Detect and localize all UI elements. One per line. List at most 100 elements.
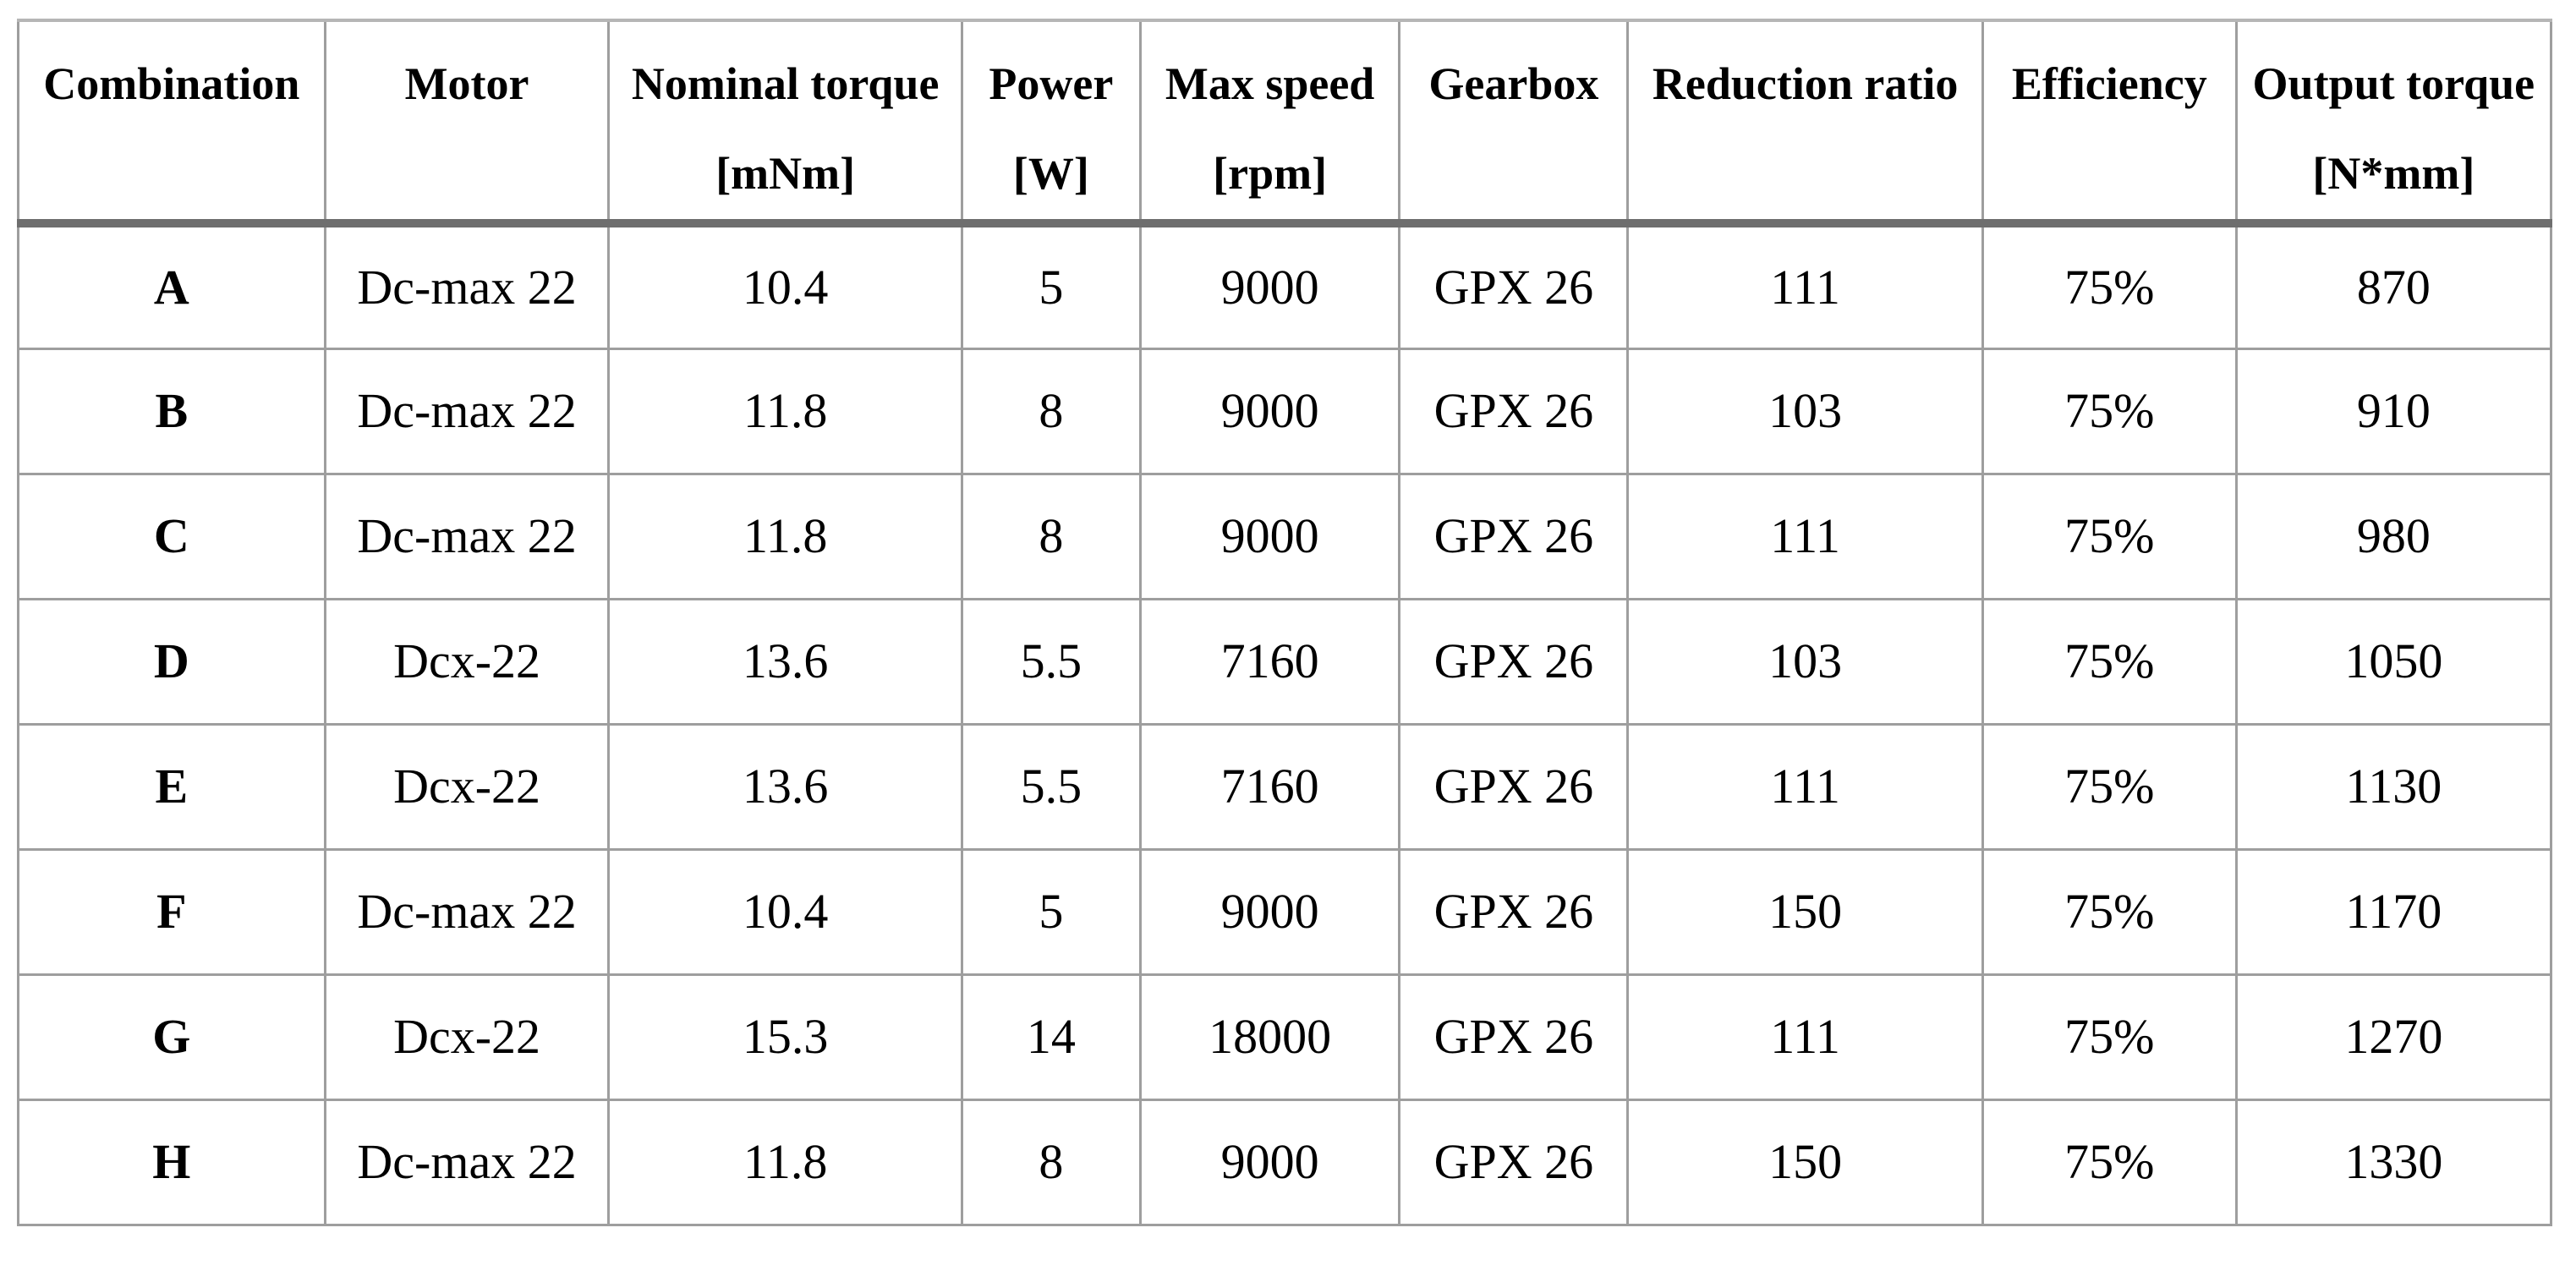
efficiency-cell: 75% — [1981, 1098, 2238, 1226]
efficiency-cell: 75% — [1981, 347, 2238, 475]
combination-cell: E — [17, 722, 326, 851]
max-speed-cell: 9000 — [1138, 222, 1401, 350]
max-speed-cell: 9000 — [1138, 472, 1401, 600]
combination-cell: C — [17, 472, 326, 600]
header-label: Combination — [43, 58, 300, 109]
combination-cell: D — [17, 597, 326, 726]
header-label: Power — [989, 58, 1114, 109]
reduction-ratio-cell: 111 — [1626, 973, 1984, 1101]
motor-cell: Dc-max 22 — [323, 472, 611, 600]
output-torque-cell: 1170 — [2234, 847, 2553, 976]
nominal-torque-cell: 10.4 — [607, 847, 963, 976]
header-label: Gearbox — [1428, 58, 1599, 109]
gearbox-cell: GPX 26 — [1398, 722, 1630, 851]
gearbox-cell: GPX 26 — [1398, 597, 1630, 726]
combination-cell: H — [17, 1098, 326, 1226]
header-output-torque: Output torque [N*mm] — [2234, 19, 2553, 227]
nominal-torque-cell: 15.3 — [607, 973, 963, 1101]
combination-cell: B — [17, 347, 326, 475]
gearbox-cell: GPX 26 — [1398, 222, 1630, 350]
header-unit — [25, 147, 319, 200]
header-label: Nominal torque — [631, 58, 940, 109]
motor-cell: Dcx-22 — [323, 973, 611, 1101]
header-unit — [1406, 147, 1621, 200]
reduction-ratio-cell: 111 — [1626, 222, 1984, 350]
max-speed-cell: 9000 — [1138, 347, 1401, 475]
efficiency-cell: 75% — [1981, 847, 2238, 976]
gearbox-cell: GPX 26 — [1398, 847, 1630, 976]
efficiency-cell: 75% — [1981, 722, 2238, 851]
reduction-ratio-cell: 103 — [1626, 347, 1984, 475]
header-unit: [mNm] — [715, 148, 856, 199]
power-cell: 5 — [960, 847, 1142, 976]
table-row: A Dc-max 22 10.4 5 9000 GPX 26 111 75% 870 — [17, 222, 2553, 350]
output-torque-cell: 1330 — [2234, 1098, 2553, 1226]
reduction-ratio-cell: 150 — [1626, 1098, 1984, 1226]
efficiency-cell: 75% — [1981, 597, 2238, 726]
header-unit — [332, 147, 603, 200]
table-row: D Dcx-22 13.6 5.5 7160 GPX 26 103 75% 1050 — [17, 597, 2553, 726]
table-row: E Dcx-22 13.6 5.5 7160 GPX 26 111 75% 1130 — [17, 722, 2553, 851]
table-clip-region: Combination Motor Nominal torque [mNm] P… — [17, 19, 2556, 1230]
header-label: Output torque — [2252, 58, 2535, 109]
motor-cell: Dc-max 22 — [323, 347, 611, 475]
gearbox-cell: GPX 26 — [1398, 472, 1630, 600]
header-gearbox: Gearbox — [1398, 19, 1630, 227]
motor-cell: Dc-max 22 — [323, 222, 611, 350]
combination-cell: G — [17, 973, 326, 1101]
max-speed-cell: 9000 — [1138, 1098, 1401, 1226]
header-unit — [1989, 147, 2230, 200]
header-unit — [1634, 147, 1976, 200]
motor-cell: Dcx-22 — [323, 597, 611, 726]
table-row: C Dc-max 22 11.8 8 9000 GPX 26 111 75% 980 — [17, 472, 2553, 600]
nominal-torque-cell: 10.4 — [607, 222, 963, 350]
header-efficiency: Efficiency — [1981, 19, 2238, 227]
output-torque-cell: 1130 — [2234, 722, 2553, 851]
output-torque-cell: 1050 — [2234, 597, 2553, 726]
table-row: G Dcx-22 15.3 14 18000 GPX 26 111 75% 1270 — [17, 973, 2553, 1101]
efficiency-cell: 75% — [1981, 222, 2238, 350]
motor-cell: Dc-max 22 — [323, 1098, 611, 1226]
nominal-torque-cell: 13.6 — [607, 597, 963, 726]
max-speed-cell: 7160 — [1138, 722, 1401, 851]
power-cell: 8 — [960, 347, 1142, 475]
combination-cell: A — [17, 222, 326, 350]
max-speed-cell: 7160 — [1138, 597, 1401, 726]
header-motor: Motor — [323, 19, 611, 227]
output-torque-cell: 1270 — [2234, 973, 2553, 1101]
header-row: Combination Motor Nominal torque [mNm] P… — [17, 19, 2553, 227]
output-torque-cell: 980 — [2234, 472, 2553, 600]
header-label: Motor — [404, 58, 529, 109]
efficiency-cell: 75% — [1981, 973, 2238, 1101]
reduction-ratio-cell: 150 — [1626, 847, 1984, 976]
header-unit: [rpm] — [1213, 148, 1328, 199]
reduction-ratio-cell: 103 — [1626, 597, 1984, 726]
power-cell: 5.5 — [960, 597, 1142, 726]
combination-cell: F — [17, 847, 326, 976]
nominal-torque-cell: 11.8 — [607, 472, 963, 600]
motor-cell: Dcx-22 — [323, 722, 611, 851]
gearbox-cell: GPX 26 — [1398, 973, 1630, 1101]
output-torque-cell: 910 — [2234, 347, 2553, 475]
max-speed-cell: 18000 — [1138, 973, 1401, 1101]
motor-gearbox-combination-table: Combination Motor Nominal torque [mNm] P… — [17, 19, 2553, 1226]
header-label: Efficiency — [2011, 58, 2207, 109]
table-row: H Dc-max 22 11.8 8 9000 GPX 26 150 75% 1330 — [17, 1098, 2553, 1226]
header-max-speed: Max speed [rpm] — [1138, 19, 1401, 227]
header-combination: Combination — [17, 19, 326, 227]
nominal-torque-cell: 13.6 — [607, 722, 963, 851]
power-cell: 8 — [960, 1098, 1142, 1226]
gearbox-cell: GPX 26 — [1398, 347, 1630, 475]
reduction-ratio-cell: 111 — [1626, 472, 1984, 600]
nominal-torque-cell: 11.8 — [607, 347, 963, 475]
motor-cell: Dc-max 22 — [323, 847, 611, 976]
header-label: Reduction ratio — [1652, 58, 1959, 109]
header-nominal-torque: Nominal torque [mNm] — [607, 19, 963, 227]
reduction-ratio-cell: 111 — [1626, 722, 1984, 851]
header-unit: [N*mm] — [2312, 148, 2475, 199]
max-speed-cell: 9000 — [1138, 847, 1401, 976]
table-row: F Dc-max 22 10.4 5 9000 GPX 26 150 75% 1170 — [17, 847, 2553, 976]
nominal-torque-cell: 11.8 — [607, 1098, 963, 1226]
power-cell: 5 — [960, 222, 1142, 350]
